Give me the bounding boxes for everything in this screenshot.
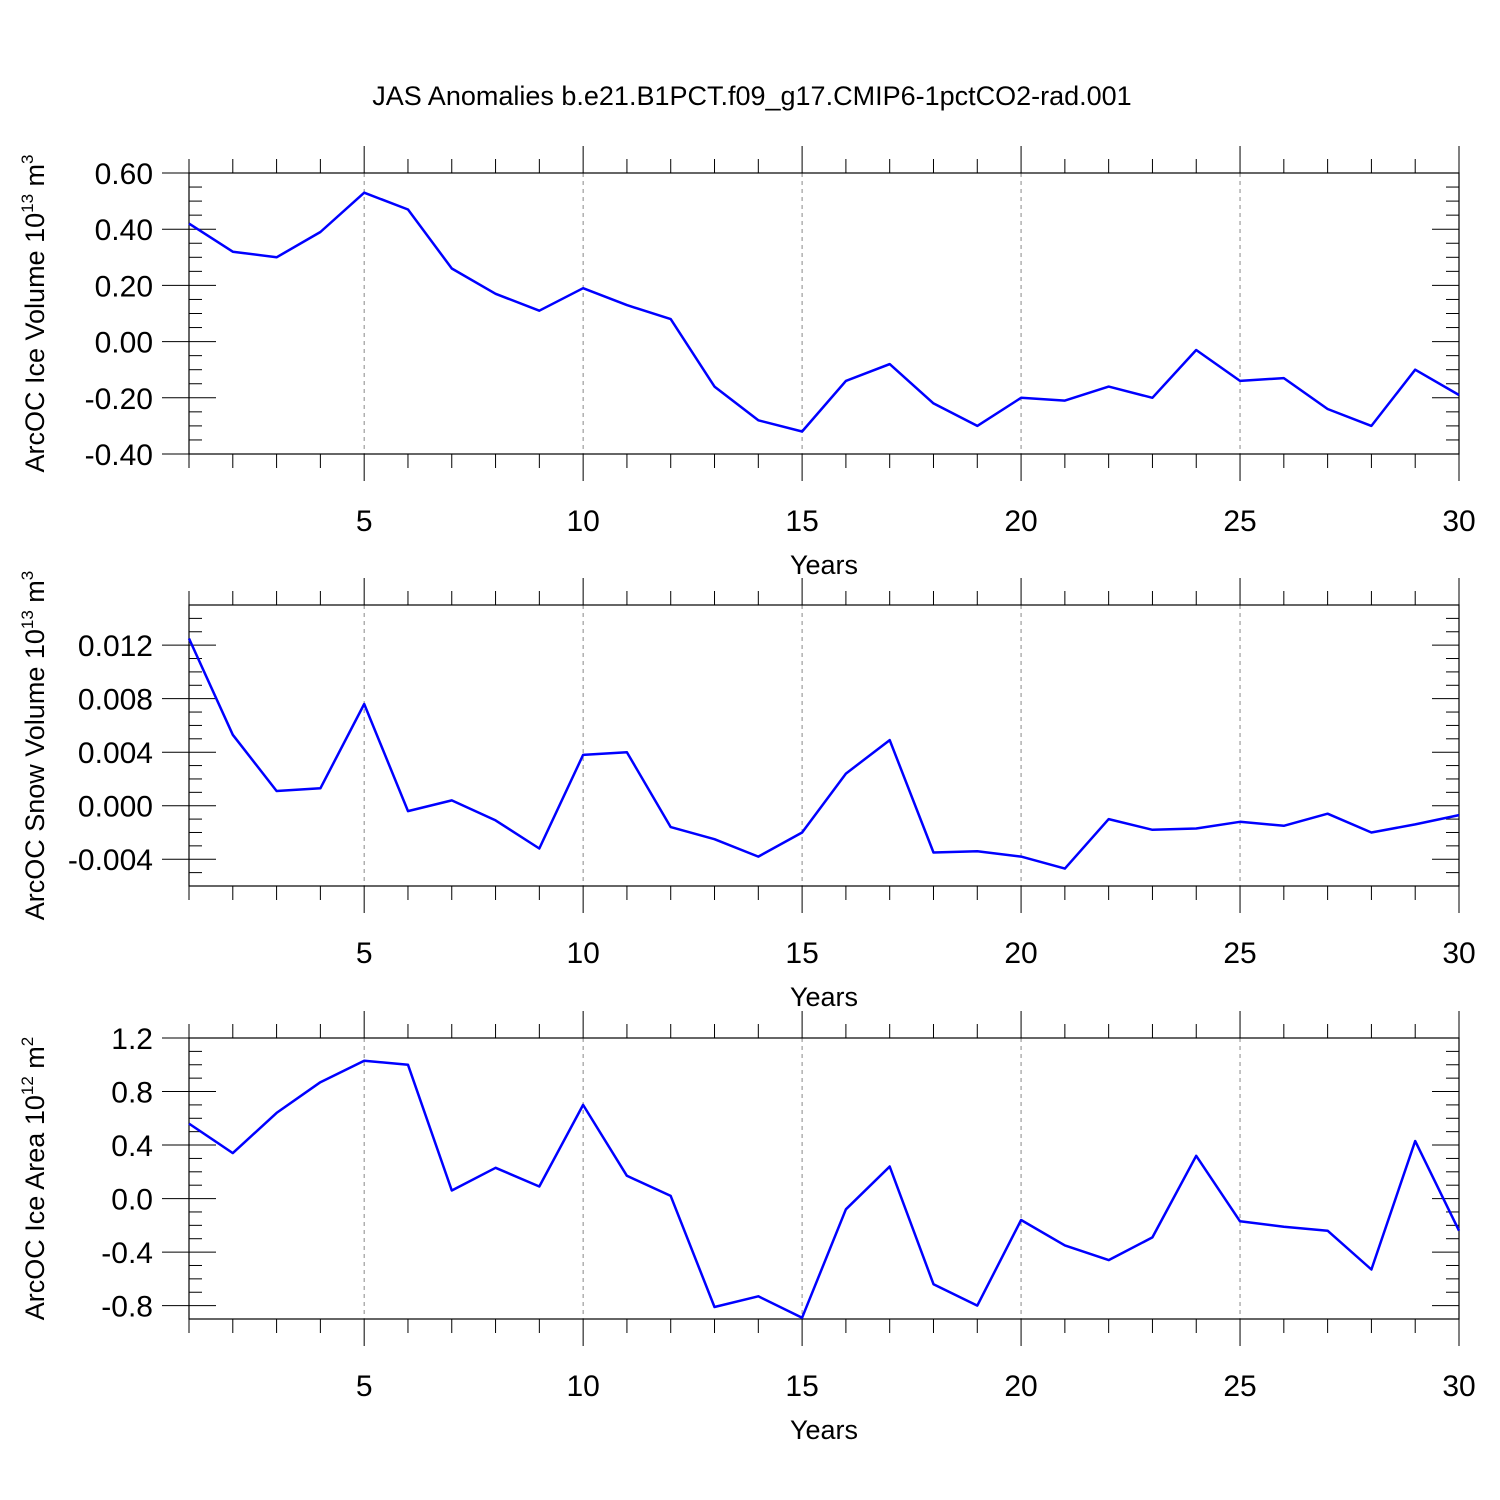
y-axis-label: ArcOC Snow Volume 1013 m3 (18, 571, 50, 921)
y-tick-label: -0.4 (101, 1237, 153, 1270)
y-tick-label: 0.4 (111, 1130, 153, 1163)
x-tick-label: 10 (566, 937, 599, 970)
series-line (188, 191, 1460, 433)
x-tick-label: 15 (785, 505, 818, 538)
x-tick-label: 20 (1004, 505, 1037, 538)
y-tick-label: 0.8 (111, 1077, 153, 1110)
y-tick-label: 0.00 (95, 327, 153, 360)
y-tick-label: 0.012 (78, 630, 153, 663)
y-tick-label: -0.004 (68, 844, 153, 877)
y-axis-label: ArcOC Ice Volume 1013 m3 (18, 154, 50, 472)
panels: 0.60 0.40 0.20 0.00 -0.20 -0.40 5 10 15 20 25 30 Yea… (18, 146, 1476, 1445)
figure-title: JAS Anomalies b.e21.B1PCT.f09_g17.CMIP6-… (372, 81, 1131, 111)
y-tick-label: 1.2 (111, 1023, 153, 1056)
y-tick-label: -0.8 (101, 1291, 153, 1324)
x-tick-label: 5 (356, 937, 373, 970)
x-axis-label: Years (790, 982, 858, 1012)
series-line (188, 1059, 1461, 1319)
y-tick-label: 0.008 (78, 684, 153, 717)
x-tick-label: 20 (1004, 1370, 1037, 1403)
y-tick-label: 0.60 (95, 158, 153, 191)
panel-2: 0.012 0.008 0.004 0.000 -0.004 5 10 15 20 25 30 Yea… (18, 571, 1476, 1012)
panel-1: 0.60 0.40 0.20 0.00 -0.20 -0.40 5 10 15 20 25 30 Yea… (18, 146, 1476, 580)
y-tick-label: 0.004 (78, 737, 153, 770)
x-axis-label: Years (790, 550, 858, 580)
x-tick-label: 10 (566, 1370, 599, 1403)
y-tick-label: 0.40 (95, 214, 153, 247)
plot-frame (188, 604, 1460, 887)
x-axis-label: Years (790, 1415, 858, 1445)
x-tick-label: 10 (566, 505, 599, 538)
x-tick-label: 5 (356, 1370, 373, 1403)
x-tick-label: 5 (356, 505, 373, 538)
plot-frame (188, 1037, 1460, 1320)
x-tick-label: 30 (1442, 1370, 1475, 1403)
y-tick-label: 0.0 (111, 1184, 153, 1217)
x-tick-label: 25 (1223, 937, 1256, 970)
x-tick-label: 25 (1223, 1370, 1256, 1403)
x-tick-label: 30 (1442, 505, 1475, 538)
y-tick-label: 0.20 (95, 270, 153, 303)
series-line (187, 637, 1460, 870)
y-tick-label: -0.20 (85, 383, 153, 416)
x-tick-label: 15 (785, 1370, 818, 1403)
x-tick-label: 15 (785, 937, 818, 970)
x-tick-label: 30 (1442, 937, 1475, 970)
y-tick-label: 0.000 (78, 791, 153, 824)
panel-3: 1.2 0.8 0.4 0.0 -0.4 -0.8 5 10 15 20 25 30 Years ArcO… (18, 1011, 1476, 1445)
y-tick-label: -0.40 (85, 439, 153, 472)
y-axis-label: ArcOC Ice Area 1012 m2 (18, 1037, 50, 1321)
x-tick-label: 25 (1223, 505, 1256, 538)
plot-frame (188, 172, 1460, 455)
x-tick-label: 20 (1004, 937, 1037, 970)
